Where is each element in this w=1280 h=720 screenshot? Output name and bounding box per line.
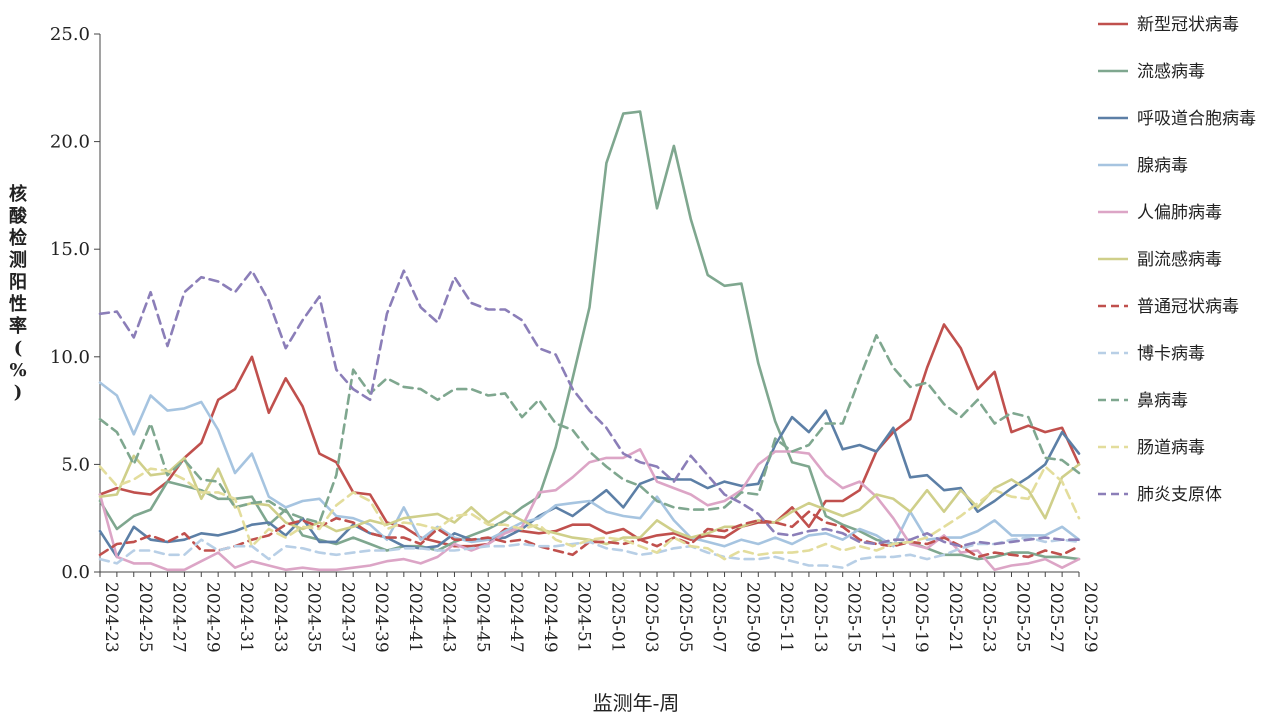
x-tick-label: 2025-11 <box>776 582 796 653</box>
x-tick-label: 2024-25 <box>135 582 155 653</box>
y-tick-label: 10.0 <box>50 347 90 368</box>
x-tick-label: 2025-05 <box>675 582 695 653</box>
legend-label-9: 肠道病毒 <box>1137 438 1205 458</box>
x-tick-label: 2024-29 <box>202 582 222 653</box>
y-tick-label: 25.0 <box>50 24 90 45</box>
x-tick-label: 2025-29 <box>1080 582 1100 653</box>
x-tick-label: 2025-23 <box>979 582 999 653</box>
x-axis-title: 监测年-周 <box>593 691 680 715</box>
y-axis-title: 核酸检测阳性率(%) <box>9 183 28 403</box>
legend: 新型冠状病毒流感病毒呼吸道合胞病毒腺病毒人偏肺病毒副流感病毒普通冠状病毒博卡病毒… <box>1098 15 1256 505</box>
x-tick-label: 2025-07 <box>709 582 729 653</box>
legend-label-8: 鼻病毒 <box>1137 391 1188 411</box>
x-tick-label: 2024-37 <box>337 582 357 653</box>
y-tick-label: 0.0 <box>61 562 90 583</box>
legend-label-10: 肺炎支原体 <box>1137 485 1222 505</box>
series-line-8 <box>98 333 1081 524</box>
series-line-4 <box>98 447 1081 572</box>
series-line-7 <box>98 536 1081 570</box>
x-tick-label: 2024-35 <box>304 582 324 653</box>
x-tick-label: 2025-15 <box>844 582 864 653</box>
x-tick-label: 2025-27 <box>1046 582 1066 653</box>
x-tick-label: 2025-13 <box>810 582 830 653</box>
x-tick-label: 2024-47 <box>506 582 526 653</box>
x-tick-label: 2025-19 <box>911 582 931 653</box>
x-tick-label: 2024-23 <box>101 582 121 653</box>
x-tick-label: 2025-01 <box>607 582 627 653</box>
y-ticks: 0.0 5.0 10.0 15.0 20.0 25.0 <box>50 24 100 583</box>
series-line-0 <box>98 323 1081 548</box>
x-tick-label: 2024-27 <box>169 582 189 653</box>
x-tick-label: 2024-39 <box>371 582 391 653</box>
x-tick-label: 2025-21 <box>945 582 965 653</box>
legend-label-3: 腺病毒 <box>1137 156 1188 176</box>
x-tick-label: 2025-25 <box>1012 582 1032 653</box>
series-line-2 <box>98 409 1081 559</box>
x-tick-label: 2025-03 <box>641 582 661 653</box>
x-tick-label: 2024-31 <box>236 582 256 653</box>
x-tick-label: 2025-17 <box>877 582 897 653</box>
legend-label-0: 新型冠状病毒 <box>1137 15 1239 35</box>
legend-label-4: 人偏肺病毒 <box>1137 203 1222 223</box>
y-tick-label: 20.0 <box>50 132 90 153</box>
series-line-1 <box>98 110 1081 561</box>
series-line-9 <box>98 465 1081 561</box>
legend-label-2: 呼吸道合胞病毒 <box>1137 109 1256 129</box>
x-ticks: 2024-23 2024-25 2024-27 2024-29 2024-31 2024-… <box>99 572 1100 653</box>
x-tick-label: 2024-51 <box>574 582 594 653</box>
legend-label-6: 普通冠状病毒 <box>1137 297 1239 317</box>
plot-area: 0.05.010.015.020.025.0 2024-23 2024-25 202… <box>50 24 1100 653</box>
x-tick-label: 2024-33 <box>270 582 290 653</box>
y-tick-label: 15.0 <box>50 239 90 260</box>
x-tick-label: 2024-43 <box>439 582 459 653</box>
series-line-6 <box>98 510 1081 559</box>
series-lines <box>98 110 1081 572</box>
series-line-3 <box>98 381 1081 548</box>
legend-label-5: 副流感病毒 <box>1137 250 1222 270</box>
series-line-10 <box>98 269 1081 548</box>
x-tick-label: 2024-45 <box>472 582 492 653</box>
legend-label-7: 博卡病毒 <box>1137 344 1205 364</box>
x-tick-label: 2024-49 <box>540 582 560 653</box>
x-tick-label: 2024-41 <box>405 582 425 653</box>
legend-label-1: 流感病毒 <box>1137 62 1205 82</box>
x-tick-label: 2025-09 <box>742 582 762 653</box>
y-tick-label: 5.0 <box>61 454 90 475</box>
